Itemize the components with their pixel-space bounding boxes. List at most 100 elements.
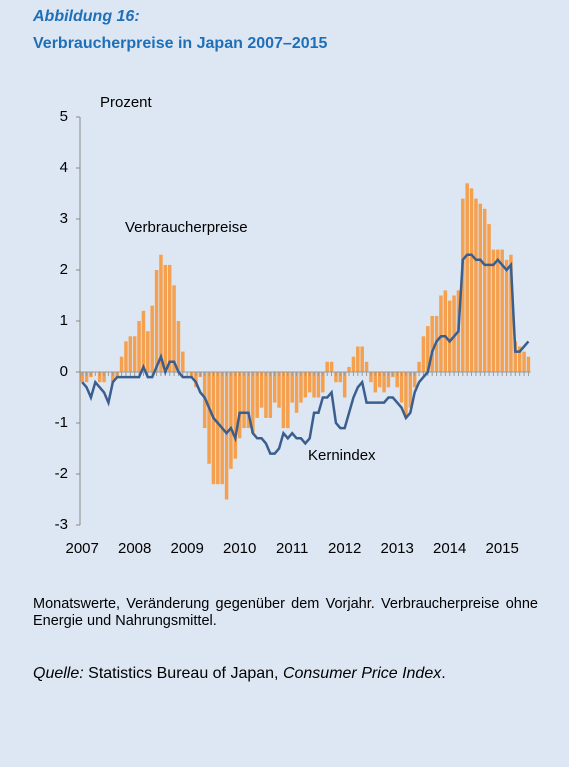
bar [159,254,163,372]
source-publication: Consumer Price Index [282,665,442,682]
bar [469,188,474,372]
bar [509,254,513,372]
bar [146,331,150,372]
y-tick-label: -1 [55,414,68,431]
x-tick-label: 2009 [171,540,204,557]
bar [338,372,343,383]
bar [303,372,308,398]
y-tick-label: 5 [60,108,68,125]
source-label: Quelle: [33,665,84,682]
bar [128,336,133,372]
bar [216,372,220,485]
bar [181,351,185,372]
y-tick-label: 3 [60,210,68,227]
bar [242,372,246,429]
bar [360,346,364,372]
bar [517,346,522,372]
bar [281,372,286,429]
bar [399,372,404,403]
bar [417,361,421,372]
y-tick-label: 4 [60,159,68,176]
bar [163,264,168,372]
bar [321,372,325,393]
bar [111,372,115,383]
bar [141,310,146,372]
bar [513,341,518,372]
x-tick-label: 2015 [486,540,519,557]
bar [233,372,238,459]
bar [80,372,84,383]
bar [522,351,526,372]
bar [299,372,303,403]
series-label: Kernindex [308,447,376,464]
bar [443,290,448,372]
source: Quelle: Statistics Bureau of Japan, Cons… [33,664,538,684]
bar [176,321,181,372]
bar [259,372,264,408]
bar [447,300,452,372]
bar [329,361,334,372]
bar [286,372,290,429]
x-tick-label: 2007 [66,540,99,557]
bar [294,372,299,413]
x-tick-label: 2013 [381,540,414,557]
y-tick-label: 1 [60,312,68,329]
bar [412,372,417,388]
bar [312,372,316,398]
bar [316,372,321,398]
bar [408,372,413,408]
bar [290,372,294,403]
bar [255,372,259,418]
bar [251,372,255,434]
bar [421,336,426,372]
bar [474,198,478,372]
bar [386,372,391,388]
bar [137,321,141,372]
bar [426,326,430,372]
bar [246,372,251,429]
bar [172,285,176,372]
bar [211,372,216,485]
y-tick-label: -3 [55,516,68,533]
bar [325,361,329,372]
bar [482,208,487,372]
bar [496,249,500,372]
bar [229,372,233,469]
x-tick-label: 2008 [118,540,151,557]
bar [277,372,281,408]
bar [364,361,369,372]
bar [207,372,211,464]
chart-title: Verbraucherpreise in Japan 2007–2015 [33,35,328,52]
bar [500,249,504,372]
bar [373,372,378,393]
bar [97,372,102,383]
bar [461,198,465,372]
source-end: . [441,665,446,682]
bar [102,372,106,383]
bar [84,372,89,383]
y-unit: Prozent [100,94,153,111]
bar [382,372,386,393]
bar [504,259,509,372]
series-label: Verbraucherpreise [125,219,248,236]
figure-label: Abbildung 16: [33,8,140,25]
bar [369,372,373,383]
note: Monatswerte, Veränderung gegenüber dem V… [33,596,538,629]
y-tick-label: 0 [60,363,68,380]
bar [237,372,242,439]
bar [342,372,347,398]
x-tick-label: 2010 [223,540,256,557]
bar [132,336,137,372]
y-tick-label: 2 [60,261,68,278]
bar [377,372,382,388]
line [81,253,530,455]
bar [452,295,456,372]
bar [347,366,351,372]
bar [356,346,360,372]
bar [478,203,483,372]
bar [224,372,229,500]
source-text: Statistics Bureau of Japan, [88,665,279,682]
bar [268,372,273,418]
bar [465,183,469,372]
bar [119,356,124,372]
